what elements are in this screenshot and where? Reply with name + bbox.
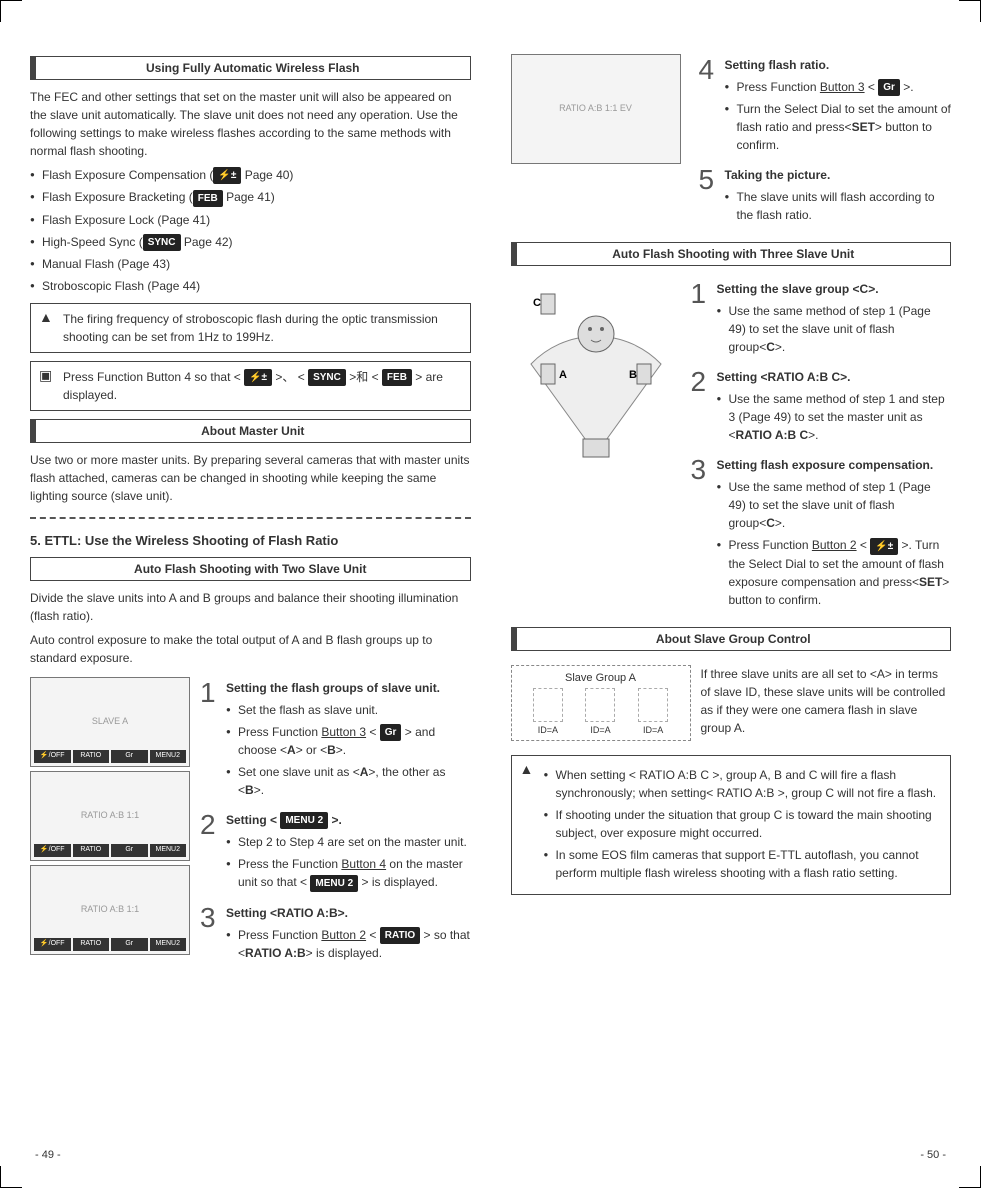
section-using-auto: Using Fully Automatic Wireless Flash	[30, 56, 471, 80]
step-5: 5 Taking the picture. The slave units wi…	[699, 166, 952, 230]
fec-badge: ⚡±	[213, 167, 241, 184]
step-1: 1 Setting the flash groups of slave unit…	[200, 679, 471, 805]
lcd-illus-top: RATIO A:B 1:1 EV	[511, 54, 681, 164]
warning-box: ▲ When setting < RATIO A:B C >, group A,…	[511, 755, 952, 895]
lcd-illus-2: RATIO A:B 1:1 ⚡/OFFRATIOGrMENU2	[30, 771, 190, 861]
slave-group-box: Slave Group A ID=AID=AID=A	[511, 665, 691, 741]
camera-icon: ▣	[39, 368, 55, 404]
sync-badge: SYNC	[143, 234, 181, 251]
about-para: If three slave units are all set to <A> …	[701, 665, 952, 737]
three-step-3: 3 Setting flash exposure compensation. U…	[691, 456, 952, 614]
note-strobe: ▲ The firing frequency of stroboscopic f…	[30, 303, 471, 353]
svg-text:A: A	[559, 369, 567, 381]
svg-text:C: C	[533, 297, 541, 309]
divide-para: Divide the slave units into A and B grou…	[30, 589, 471, 625]
heading-ettl: 5. ETTL: Use the Wireless Shooting of Fl…	[30, 531, 471, 551]
page-num-right: - 50 -	[920, 1147, 946, 1164]
lcd-illus-1: SLAVE A ⚡/OFFRATIOGrMENU2	[30, 677, 190, 767]
note-button4: ▣ Press Function Button 4 so that < ⚡± >…	[30, 361, 471, 411]
warning-icon: ▲	[39, 310, 55, 346]
section-master: About Master Unit	[30, 419, 471, 443]
intro-para: The FEC and other settings that set on t…	[30, 88, 471, 160]
page-num-left: - 49 -	[35, 1147, 61, 1164]
three-step-2: 2 Setting <RATIO A:B C>. Use the same me…	[691, 368, 952, 450]
section-three-slave: Auto Flash Shooting with Three Slave Uni…	[511, 242, 952, 266]
left-column: Using Fully Automatic Wireless Flash The…	[30, 50, 471, 974]
step-4: 4 Setting flash ratio. Press Function Bu…	[699, 56, 952, 160]
step-3: 3 Setting <RATIO A:B>. Press Function Bu…	[200, 904, 471, 968]
section-two-slave: Auto Flash Shooting with Two Slave Unit	[30, 557, 471, 581]
svg-text:B: B	[629, 369, 637, 381]
master-para: Use two or more master units. By prepari…	[30, 451, 471, 505]
auto-para: Auto control exposure to make the total …	[30, 631, 471, 667]
warning-icon: ▲	[520, 762, 536, 888]
feb-badge: FEB	[193, 190, 223, 207]
right-column: RATIO A:B 1:1 EV 4 Setting flash ratio. …	[511, 50, 952, 974]
divider	[30, 517, 471, 519]
step-2: 2 Setting < MENU 2 >. Step 2 to Step 4 a…	[200, 811, 471, 898]
lcd-illus-3: RATIO A:B 1:1 ⚡/OFFRATIOGrMENU2	[30, 865, 190, 955]
feature-list: Flash Exposure Compensation (⚡± Page 40)…	[30, 166, 471, 295]
illustration-stack: SLAVE A ⚡/OFFRATIOGrMENU2 RATIO A:B 1:1 …	[30, 673, 190, 974]
section-about-group: About Slave Group Control	[511, 627, 952, 651]
three-step-1: 1 Setting the slave group <C>. Use the s…	[691, 280, 952, 362]
scene-diagram: A B C	[511, 274, 681, 474]
